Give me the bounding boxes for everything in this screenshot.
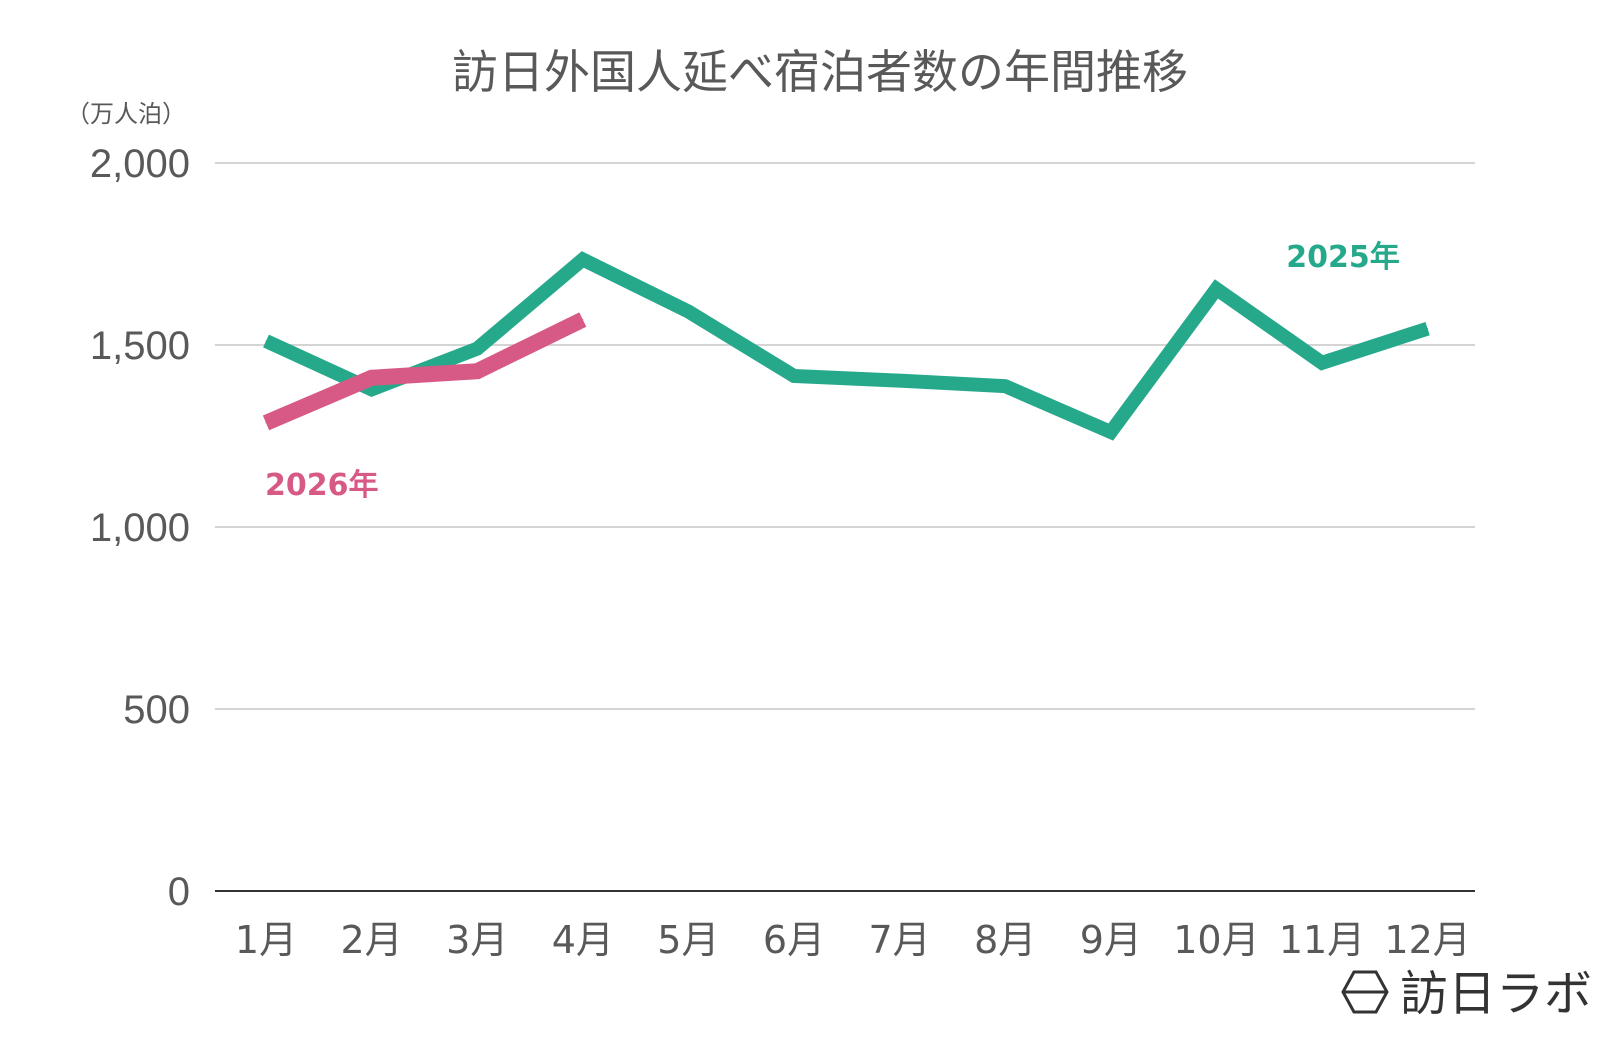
series-label: 2026年 — [265, 468, 379, 503]
logo-text: 訪日ラボ — [1400, 966, 1592, 1022]
series-label: 2025年 — [1286, 240, 1400, 275]
y-tick-label: 0 — [168, 870, 190, 914]
site-logo: 訪日ラボ — [1341, 966, 1592, 1022]
data-point — [371, 388, 373, 390]
x-tick-label: 5月 — [657, 918, 719, 962]
data-point — [1110, 431, 1112, 433]
data-point — [1427, 328, 1429, 330]
data-point — [1004, 385, 1006, 387]
x-tick-label: 3月 — [446, 918, 508, 962]
series-line-2026年 — [262, 312, 587, 431]
x-tick-label: 6月 — [763, 918, 825, 962]
x-tick-label: 2月 — [341, 918, 403, 962]
data-point — [1215, 288, 1217, 290]
series-line-2025年 — [263, 251, 1430, 441]
data-point — [793, 375, 795, 377]
x-tick-label: 7月 — [869, 918, 931, 962]
data-point — [371, 377, 373, 379]
x-tick-label: 11月 — [1279, 918, 1365, 962]
x-tick-label: 8月 — [974, 918, 1036, 962]
data-point — [476, 348, 478, 350]
y-axis-ticks: 0 500 1,000 1,500 2,000 — [90, 142, 190, 914]
series-lines — [262, 251, 1430, 441]
data-point — [687, 311, 689, 313]
grid-lines — [215, 162, 1475, 892]
x-tick-label: 4月 — [552, 918, 614, 962]
data-point — [899, 380, 901, 382]
y-tick-label: 1,500 — [90, 324, 190, 368]
data-point — [582, 258, 584, 260]
y-tick-label: 1,000 — [90, 506, 190, 550]
data-point — [476, 370, 478, 372]
y-axis-unit-label: （万人泊） — [66, 100, 186, 128]
series-labels: 2025年 2026年 — [265, 240, 1400, 503]
y-tick-label: 500 — [123, 688, 190, 732]
hexagon-logo-icon — [1341, 970, 1389, 1014]
y-tick-label: 2,000 — [90, 142, 190, 186]
data-point — [582, 319, 584, 321]
x-tick-label: 9月 — [1080, 918, 1142, 962]
x-tick-label: 10月 — [1173, 918, 1259, 962]
x-axis-ticks: 1月 2月 3月 4月 5月 6月 7月 8月 9月 10月 11月 12月 — [235, 918, 1471, 962]
x-tick-label: 12月 — [1384, 918, 1470, 962]
data-point — [265, 422, 267, 424]
x-tick-label: 1月 — [235, 918, 297, 962]
chart-title: 訪日外国人延べ宿泊者数の年間推移 — [452, 45, 1188, 99]
data-point — [1321, 362, 1323, 364]
data-point — [265, 340, 267, 342]
